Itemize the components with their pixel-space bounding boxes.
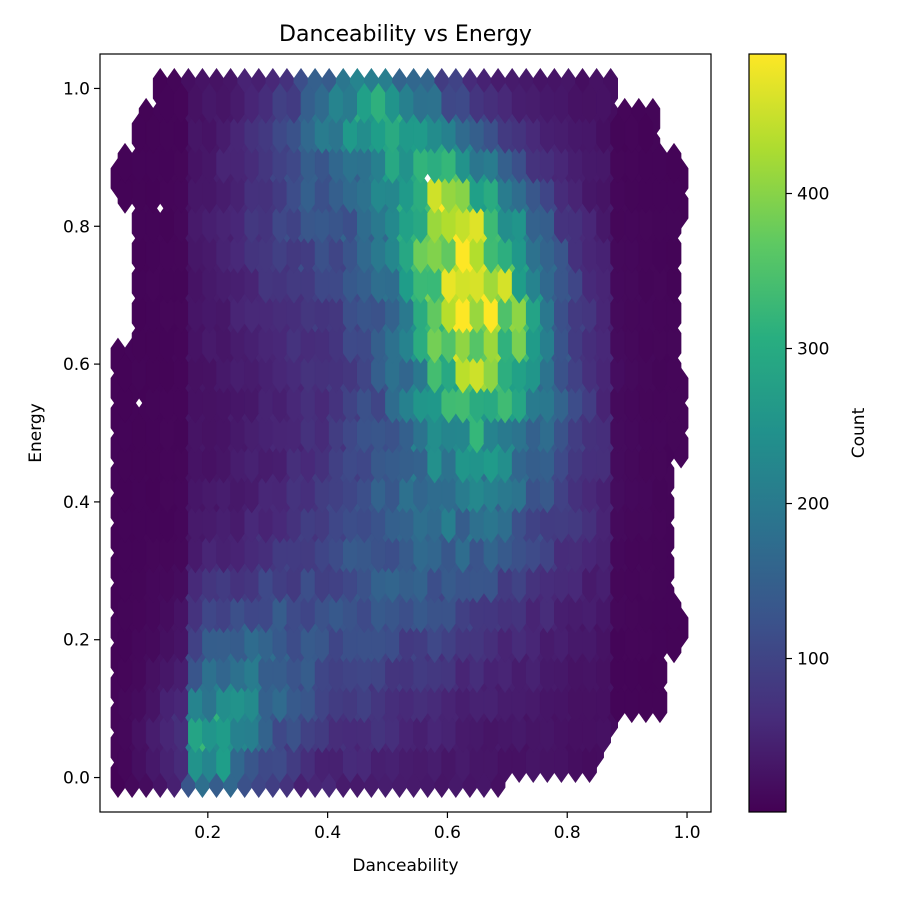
hexbin-cell bbox=[582, 742, 597, 784]
x-tick-label: 0.2 bbox=[194, 823, 221, 843]
colorbar-tick-label: 300 bbox=[797, 340, 829, 360]
hexbin-cell bbox=[652, 472, 668, 514]
colorbar-tick-label: 200 bbox=[797, 495, 829, 515]
hexbin-cell bbox=[652, 562, 668, 604]
y-tick-label: 0.8 bbox=[63, 217, 90, 237]
hexbin-cells bbox=[110, 67, 689, 799]
x-tick-label: 1.0 bbox=[674, 823, 701, 843]
x-axis: 0.2 0.4 0.6 0.8 1.0 bbox=[194, 812, 701, 843]
y-axis: 0.0 0.2 0.4 0.6 0.8 1.0 bbox=[63, 79, 100, 789]
hexbin-cell bbox=[652, 682, 668, 724]
y-tick-label: 1.0 bbox=[63, 79, 90, 99]
hexbin-cell bbox=[666, 412, 682, 454]
y-tick-label: 0.0 bbox=[63, 769, 90, 789]
hexbin-cell bbox=[666, 172, 682, 214]
hexbin-cell bbox=[596, 712, 611, 754]
hexbin-cell bbox=[666, 592, 682, 634]
hexbin-cell bbox=[652, 442, 668, 484]
y-tick-label: 0.4 bbox=[63, 493, 90, 513]
hexbin-cell bbox=[652, 502, 668, 544]
hexbin-cell bbox=[666, 352, 682, 394]
hexbin-cell bbox=[638, 112, 654, 154]
hexbin-cell bbox=[666, 622, 682, 664]
x-axis-label: Danceability bbox=[352, 856, 458, 876]
hexbin-cell bbox=[666, 262, 682, 304]
colorbar: 100 200 300 400 Count bbox=[748, 53, 869, 813]
y-axis-label: Energy bbox=[26, 403, 46, 463]
colorbar-label: Count bbox=[849, 407, 869, 458]
hexbin-cell bbox=[666, 292, 682, 334]
hexbin-cell bbox=[596, 82, 611, 124]
hexbin-cell bbox=[666, 322, 682, 364]
colorbar-tick-label: 100 bbox=[797, 650, 829, 670]
chart-title: Danceability vs Energy bbox=[279, 22, 532, 47]
colorbar-ticks: 100 200 300 400 bbox=[786, 185, 829, 670]
colorbar-gradient bbox=[749, 54, 786, 812]
hexbin-cell bbox=[652, 652, 668, 694]
x-tick-label: 0.4 bbox=[314, 823, 341, 843]
y-tick-label: 0.6 bbox=[63, 355, 90, 375]
colorbar-tick-label: 400 bbox=[797, 185, 829, 205]
hexbin-cell bbox=[652, 532, 668, 574]
colorbar-frame bbox=[748, 53, 787, 813]
hexbin-cell bbox=[666, 202, 682, 244]
x-tick-label: 0.8 bbox=[554, 823, 581, 843]
hexbin-cell bbox=[666, 382, 682, 424]
hexbin-cell bbox=[666, 232, 682, 274]
x-tick-label: 0.6 bbox=[434, 823, 461, 843]
hexbin-cell bbox=[117, 382, 133, 424]
plot-frame bbox=[99, 53, 712, 813]
hexbin-cell bbox=[666, 142, 682, 184]
y-tick-label: 0.2 bbox=[63, 631, 90, 651]
